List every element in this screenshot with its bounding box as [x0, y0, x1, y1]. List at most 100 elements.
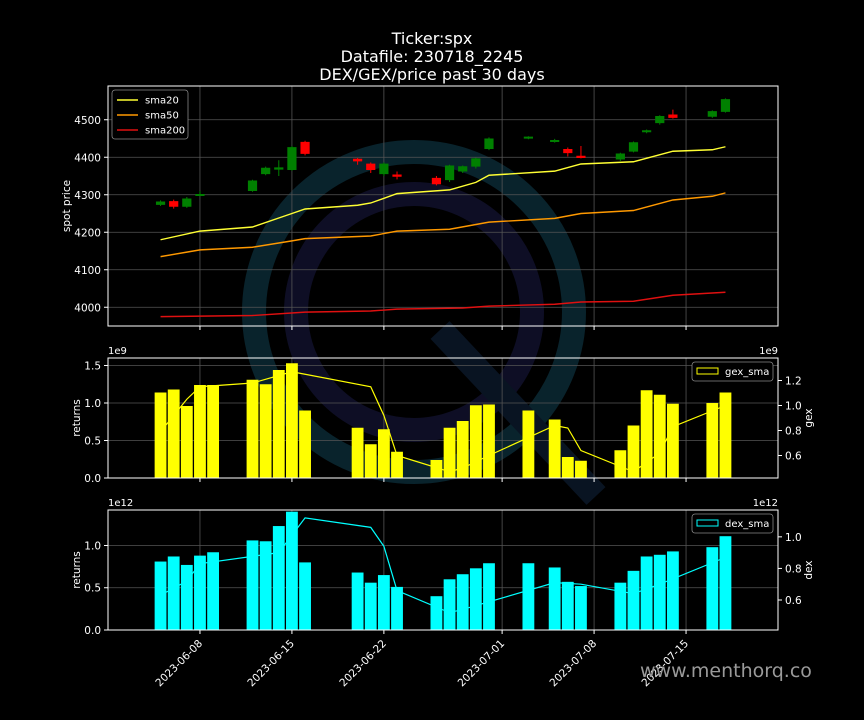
- y-tick-label: 0.5: [84, 583, 101, 595]
- candle-body: [182, 198, 192, 207]
- candle-body: [431, 177, 442, 185]
- bar: [272, 370, 285, 478]
- bar: [548, 567, 561, 630]
- candle-body: [366, 163, 376, 170]
- bar: [443, 579, 456, 630]
- y-tick-label: 1.5: [84, 361, 101, 373]
- bar: [561, 457, 574, 478]
- candle-body: [392, 174, 402, 177]
- gex_sma-line: [160, 371, 726, 473]
- bar: [391, 451, 403, 478]
- bar: [653, 394, 666, 478]
- bar: [614, 450, 627, 478]
- bar: [430, 460, 443, 478]
- bar: [180, 564, 193, 630]
- bar: [391, 586, 403, 630]
- bar: [430, 596, 443, 630]
- x-tick-label: 2023-07-01: [456, 638, 508, 690]
- bar: [259, 384, 272, 478]
- bar: [483, 404, 495, 478]
- y2-scale-label: 1e9: [759, 346, 778, 357]
- bar: [299, 410, 311, 478]
- candle-body: [523, 136, 533, 139]
- bar: [614, 582, 627, 630]
- legend-box: [691, 513, 774, 534]
- candle-body: [155, 201, 166, 205]
- bar: [351, 427, 364, 478]
- bar: [666, 403, 679, 478]
- y-axis-label: returns: [71, 551, 83, 589]
- candle-body: [550, 140, 560, 142]
- y2-axis-label: dex: [803, 560, 815, 579]
- sma50-line: [160, 192, 726, 258]
- candle-body: [707, 111, 717, 117]
- y2-tick-label: 1.2: [785, 376, 802, 388]
- bar: [640, 556, 653, 630]
- bar: [180, 406, 193, 478]
- bar: [364, 444, 377, 478]
- bar: [706, 547, 719, 630]
- candle-body: [471, 158, 481, 167]
- bar: [719, 392, 732, 478]
- candle-body: [195, 194, 205, 196]
- legend-label-gex_sma: gex_sma: [725, 367, 769, 378]
- bar: [194, 555, 206, 630]
- candle-body: [247, 180, 258, 191]
- sma200-line: [160, 291, 726, 318]
- bar: [666, 551, 679, 630]
- chart-title-datafile: Datafile: 230718_2245: [340, 47, 524, 66]
- y-tick-label: 0.5: [84, 436, 101, 448]
- panel-2: 0.0 0.5 1.0 1.5 returns 0.6 0.8 1.0 1.2 gex 1e9 1e9…: [71, 346, 815, 485]
- axes-frame: [107, 357, 779, 479]
- bar: [469, 405, 482, 478]
- axes-frame: [107, 85, 779, 327]
- y2-tick-label: 1.0: [785, 401, 802, 413]
- legend-swatch-dex_sma: [696, 519, 719, 527]
- bar: [299, 562, 311, 630]
- bar: [640, 390, 653, 478]
- bar: [522, 563, 535, 630]
- legend-label-dex_sma: dex_sma: [725, 519, 769, 530]
- bar: [351, 572, 364, 630]
- sma20-line: [160, 146, 726, 241]
- y2-scale-label: 1e12: [753, 498, 778, 509]
- x-tick-label: 2023-06-15: [245, 638, 297, 690]
- bar: [456, 574, 469, 630]
- candle-body: [169, 201, 179, 207]
- y-tick-label: 0.0: [84, 473, 101, 485]
- candle-body: [484, 138, 494, 149]
- candle-body: [458, 166, 468, 172]
- candle-body: [668, 114, 678, 118]
- y-scale-label: 1e9: [108, 346, 127, 357]
- y-tick-label: 4200: [74, 227, 101, 239]
- candle-body: [615, 153, 625, 160]
- y-tick-label: 1.0: [84, 540, 101, 552]
- bar: [561, 581, 574, 630]
- candle-body: [628, 142, 639, 152]
- bar: [575, 586, 587, 630]
- y-tick-label: 4400: [74, 152, 101, 164]
- y-tick-label: 4100: [74, 265, 101, 277]
- candle-body: [274, 167, 284, 170]
- bar: [627, 425, 640, 478]
- bar: [272, 526, 285, 630]
- bar: [719, 536, 732, 630]
- y-tick-label: 0.0: [84, 625, 101, 637]
- x-tick-label: 2023-06-08: [153, 638, 205, 690]
- bar: [154, 392, 167, 478]
- bar: [207, 552, 220, 630]
- bar: [706, 403, 719, 478]
- y2-tick-label: 0.8: [785, 426, 802, 438]
- legend-swatch-gex_sma: [696, 367, 719, 375]
- y2-tick-label: 0.6: [785, 595, 802, 607]
- bar: [259, 541, 272, 630]
- y-tick-label: 1.0: [84, 398, 101, 410]
- watermark-text: www.menthorq.co: [640, 660, 812, 682]
- axes-frame: [107, 509, 779, 631]
- bar: [167, 556, 180, 630]
- chart-title-ticker: Ticker:spx: [391, 29, 473, 48]
- candle-body: [642, 130, 652, 133]
- y-axis-label: returns: [71, 399, 83, 437]
